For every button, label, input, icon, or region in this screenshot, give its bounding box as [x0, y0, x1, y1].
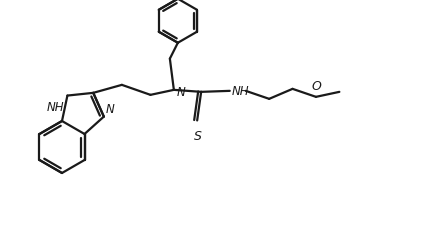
Text: N: N: [177, 86, 186, 99]
Text: N: N: [106, 102, 115, 115]
Text: O: O: [311, 79, 321, 92]
Text: S: S: [194, 130, 202, 143]
Text: NH: NH: [232, 85, 250, 98]
Text: NH: NH: [47, 100, 64, 113]
